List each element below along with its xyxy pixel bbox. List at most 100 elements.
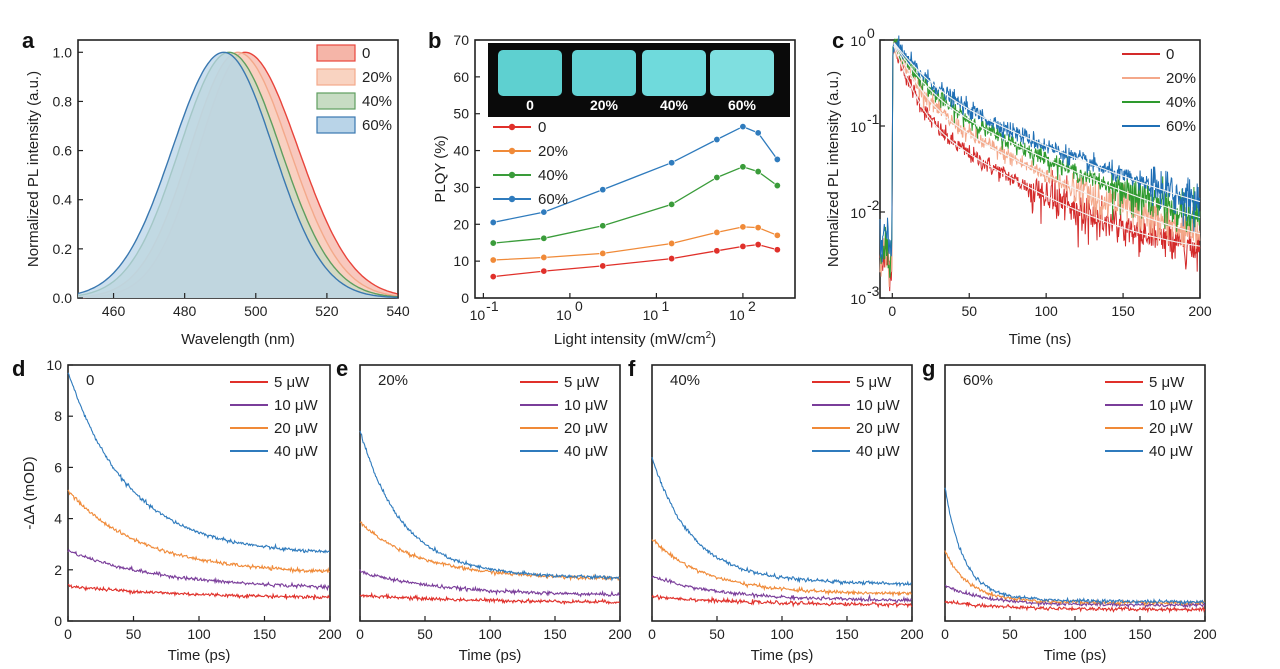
inset-label-2: 40%: [660, 97, 689, 113]
x-tick-label: 0: [648, 626, 656, 642]
inset-sample-2: [642, 50, 706, 96]
legend-1-label: 10 μW: [564, 397, 608, 414]
y-tick-label: 40: [453, 143, 469, 159]
legend-0-label: 5 μW: [564, 374, 600, 391]
decay-trace-3: [879, 35, 1201, 263]
x-tick-label: 200: [900, 626, 924, 642]
plqy-point: [489, 239, 497, 247]
plqy-point: [599, 262, 607, 270]
decay-trace-1: [879, 41, 1201, 288]
ta-trace-0: [944, 599, 1206, 614]
x-axis-label: Time (ps): [751, 647, 814, 664]
legend-0-label: 5 μW: [856, 374, 892, 391]
panel-letter-a: a: [22, 28, 35, 53]
legend-marker-0: [508, 123, 516, 131]
y-tick-label: 30: [453, 179, 469, 195]
y-axis-label: Normalized PL intensity (a.u.): [825, 71, 842, 267]
legend-0-label: 0: [1166, 46, 1174, 63]
legend-1-label: 10 μW: [1149, 397, 1193, 414]
plqy-point: [773, 231, 781, 239]
panel-letter-e: e: [336, 356, 348, 381]
plqy-point: [540, 253, 548, 261]
plqy-point: [540, 267, 548, 275]
ta-trace-2: [359, 521, 621, 582]
x-tick-label: 200: [1188, 303, 1212, 319]
y-tick-label: 0.0: [53, 290, 73, 306]
x-tick-label: 10: [470, 307, 486, 323]
y-tick-exponent: -1: [867, 111, 880, 127]
x-axis-label-end: ): [711, 331, 716, 348]
panel-letter-b: b: [428, 28, 441, 53]
x-tick-exponent: 2: [748, 298, 756, 314]
plqy-point: [489, 218, 497, 226]
legend-0-label: 5 μW: [274, 374, 310, 391]
y-tick-label: 60: [453, 69, 469, 85]
panel-letter-g: g: [922, 356, 935, 381]
axes-g: 0 50 100 150 200 60% Time (ps) 5 μW 10 μW 20 μW 40…: [941, 364, 1217, 664]
x-tick-label: 0: [941, 626, 949, 642]
legend-label-3: 60%: [538, 191, 568, 208]
plqy-line-3: [493, 125, 778, 224]
ta-trace-2: [651, 538, 912, 598]
legend-swatch-0: [316, 44, 356, 62]
plqy-line-2: [493, 166, 778, 244]
x-tick-label: 480: [173, 303, 197, 319]
x-tick-label: 200: [318, 626, 342, 642]
ta-trace-3: [944, 487, 1205, 607]
x-tick-label: 150: [253, 626, 277, 642]
legend-3-label: 40 μW: [856, 443, 900, 460]
ta-trace-0: [359, 591, 621, 605]
x-tick-label: 150: [543, 626, 567, 642]
plqy-point: [773, 246, 781, 254]
y-tick-label: 8: [54, 408, 62, 424]
decay-fit-0: [893, 45, 1201, 247]
x-tick-label: 0: [888, 303, 896, 319]
y-tick-exponent: -3: [867, 283, 880, 299]
x-tick-label: 0: [64, 626, 72, 642]
x-tick-exponent: 0: [575, 298, 583, 314]
x-tick-label: 150: [1111, 303, 1135, 319]
panel-title: 40%: [670, 372, 700, 389]
y-tick-label: 10: [850, 291, 866, 307]
plqy-point: [599, 249, 607, 257]
x-tick-label: 150: [1128, 626, 1152, 642]
x-tick-label: 100: [1034, 303, 1058, 319]
legend-label-3: 60%: [362, 117, 392, 134]
ta-trace-1: [944, 584, 1206, 610]
y-tick-label: 0.2: [53, 241, 73, 257]
legend-2-label: 20 μW: [274, 420, 318, 437]
x-tick-exponent: 1: [662, 298, 670, 314]
plqy-point: [489, 256, 497, 264]
legend-marker-2: [508, 171, 516, 179]
inset-sample-1: [572, 50, 636, 96]
inset-sample-0: [498, 50, 562, 96]
plqy-line-1: [493, 226, 778, 261]
decay-trace-2: [879, 38, 1201, 279]
y-tick-label: 0.6: [53, 143, 73, 159]
y-tick-label: 4: [54, 511, 62, 527]
ta-trace-3: [67, 372, 331, 554]
ta-trace-3: [651, 456, 912, 588]
plqy-point: [540, 234, 548, 242]
y-axis-label: Normalized PL intensity (a.u.): [25, 71, 42, 267]
decay-fit-2: [893, 42, 1201, 219]
plqy-point: [668, 200, 676, 208]
x-tick-label: 150: [835, 626, 859, 642]
x-tick-label: 100: [187, 626, 211, 642]
plqy-point: [540, 208, 548, 216]
ta-trace-0: [651, 594, 913, 609]
x-tick-label: 200: [1193, 626, 1217, 642]
inset-sample-3: [710, 50, 774, 96]
legend-marker-1: [508, 147, 516, 155]
legend-3-label: 40 μW: [564, 443, 608, 460]
legend-2-label: 20 μW: [564, 420, 608, 437]
inset-label-1: 20%: [590, 97, 619, 113]
pl-curve-3: [77, 51, 399, 299]
y-tick-label: 50: [453, 106, 469, 122]
legend-2-label: 40%: [1166, 94, 1196, 111]
plqy-point: [668, 159, 676, 167]
y-tick-exponent: -2: [867, 197, 880, 213]
legend-3-label: 60%: [1166, 118, 1196, 135]
y-tick-label: 6: [54, 459, 62, 475]
